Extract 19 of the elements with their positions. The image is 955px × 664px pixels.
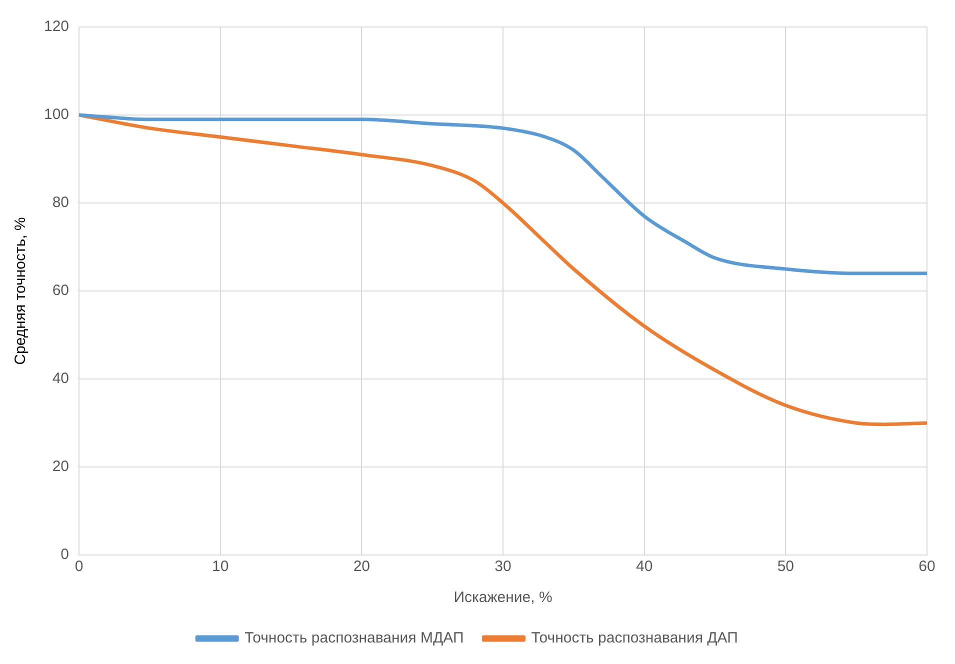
line-series	[79, 113, 927, 276]
y-tick-label: 40	[52, 370, 70, 388]
legend-label: Точность распознавания ДАП	[531, 630, 738, 647]
x-tick-label: 30	[494, 558, 512, 576]
y-tick-label: 120	[44, 18, 70, 36]
x-tick-label: 40	[636, 558, 653, 576]
x-axis-title: Искажение, %	[454, 589, 552, 606]
x-tick-label: 0	[74, 558, 84, 576]
x-tick-label: 10	[212, 558, 229, 576]
legend-label: Точность распознавания МДАП	[244, 630, 464, 647]
y-tick-label: 20	[52, 458, 70, 476]
x-tick-label: 50	[777, 558, 794, 576]
x-tick-label: 60	[918, 558, 936, 576]
y-tick-label: 80	[52, 194, 70, 212]
x-tick-label: 20	[353, 558, 370, 576]
y-tick-label: 100	[44, 106, 70, 124]
y-tick-label: 60	[52, 282, 70, 300]
y-tick-label: 0	[60, 546, 70, 564]
y-axis-title: Средняя точность, %	[12, 217, 30, 365]
